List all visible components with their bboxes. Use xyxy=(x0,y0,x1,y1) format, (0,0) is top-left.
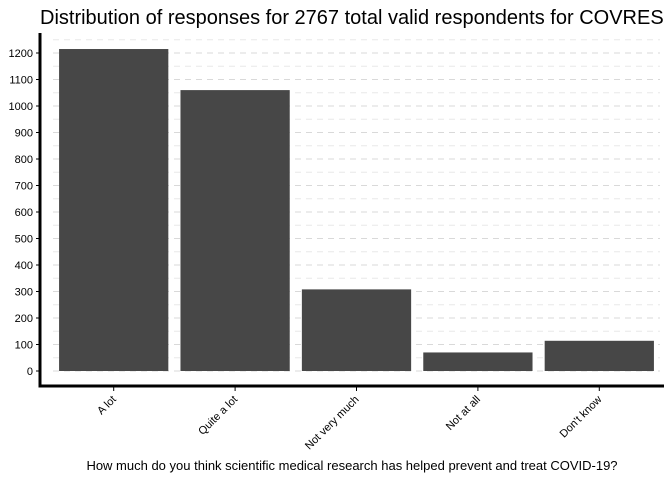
chart-title: Distribution of responses for 2767 total… xyxy=(40,7,664,29)
x-category-label: Not at all xyxy=(444,394,483,433)
y-tick-label: 1000 xyxy=(9,101,33,113)
y-tick-label: 1100 xyxy=(9,75,33,87)
bars xyxy=(59,49,654,372)
y-tick-label: 900 xyxy=(15,128,33,140)
y-axis-ticks: 0 100 200 300 400 500 600 700 800 900 1000 1100 1200 xyxy=(9,48,40,378)
x-axis-categories: A lot Quite a lot Not very much Not at all D… xyxy=(95,387,604,452)
bar xyxy=(180,90,290,371)
y-tick-label: 200 xyxy=(15,313,33,325)
x-category-label: Not very much xyxy=(303,394,362,453)
y-tick-label: 500 xyxy=(15,234,33,246)
y-tick-label: 700 xyxy=(15,181,33,193)
x-axis-title: How much do you think scientific medical… xyxy=(86,458,617,473)
bar xyxy=(544,340,654,371)
bar xyxy=(59,49,169,372)
x-category-label: Quite a lot xyxy=(196,394,240,438)
y-tick-label: 1200 xyxy=(9,48,33,60)
y-tick-label: 800 xyxy=(15,154,33,166)
bar xyxy=(301,289,412,371)
y-tick-label: 400 xyxy=(15,260,33,272)
x-category-label: Don't know xyxy=(558,394,605,441)
y-tick-label: 100 xyxy=(15,340,33,352)
bar xyxy=(423,352,533,371)
x-category-label: A lot xyxy=(95,394,119,418)
y-tick-label: 600 xyxy=(15,207,33,219)
y-tick-label: 300 xyxy=(15,287,33,299)
y-tick-label: 0 xyxy=(27,366,33,378)
